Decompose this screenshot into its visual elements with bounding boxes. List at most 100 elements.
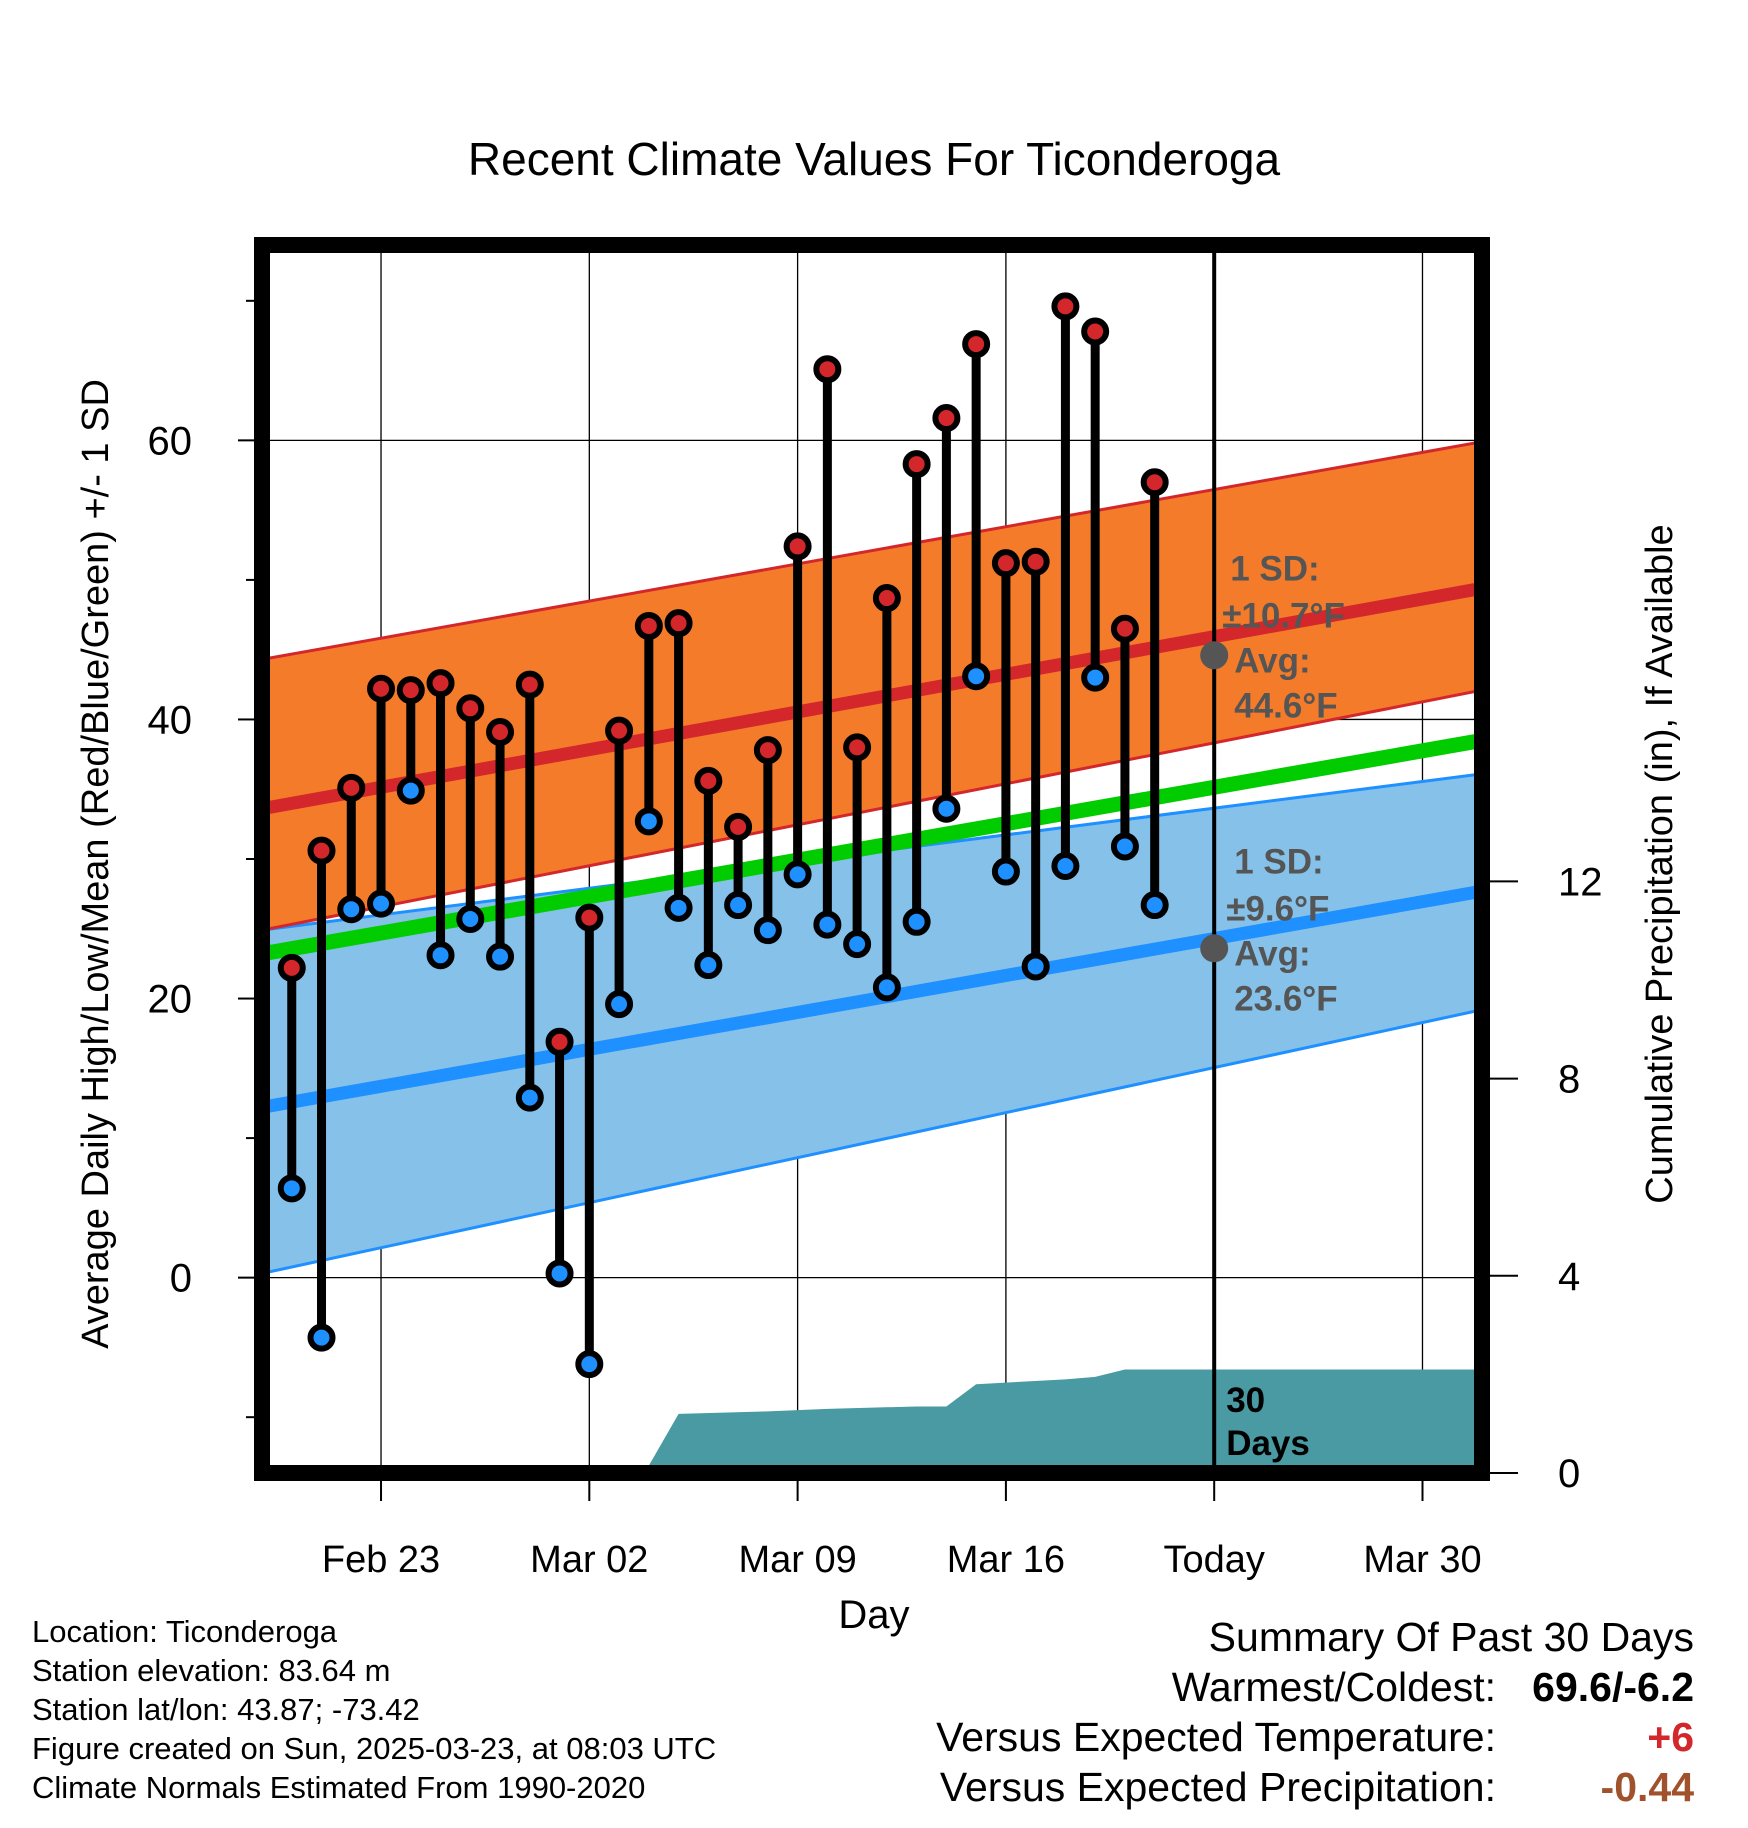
high-temp-point xyxy=(1140,468,1169,497)
plot-frame xyxy=(254,237,1490,1481)
y-axis-label: Average Daily High/Low/Mean (Red/Blue/Gr… xyxy=(75,379,117,1349)
low-temp-point xyxy=(1110,832,1139,861)
high-temp-point xyxy=(962,330,991,359)
low-temp-point xyxy=(1140,891,1169,920)
high-temp-point xyxy=(813,355,842,384)
high-temp-point xyxy=(1021,547,1050,576)
summary-row-extremes: Warmest/Coldest: 69.6/-6.2 xyxy=(936,1662,1694,1712)
low-temp-point xyxy=(843,930,872,959)
low-temp-point xyxy=(1081,663,1110,692)
low-temp-point xyxy=(1051,851,1080,880)
high-temp-point xyxy=(426,669,455,698)
station-info: Location: Ticonderoga Station elevation:… xyxy=(32,1612,716,1807)
low-temp-point xyxy=(694,951,723,980)
high-temp-point xyxy=(694,766,723,795)
y-tick-label: 20 xyxy=(148,978,193,1022)
low-temp-point xyxy=(1021,952,1050,981)
high-sd-value: ±10.7°F xyxy=(1222,596,1345,635)
y2-axis-label: Cumulative Precipitation (in), If Availa… xyxy=(1639,524,1681,1203)
y-tick-label: 40 xyxy=(148,698,193,742)
location-text: Location: Ticonderoga xyxy=(32,1614,338,1649)
x-tick-label: Mar 16 xyxy=(947,1539,1065,1581)
low-temp-point xyxy=(902,907,931,936)
created-text: Figure created on Sun, 2025-03-23, at 08… xyxy=(32,1731,717,1766)
high-avg-title: Avg: xyxy=(1234,641,1310,680)
summary-panel: Summary Of Past 30 Days Warmest/Coldest:… xyxy=(936,1612,1694,1812)
summary-title: Summary Of Past 30 Days xyxy=(1208,1614,1694,1660)
low-temp-point xyxy=(605,990,634,1019)
high-temp-point xyxy=(634,611,663,640)
high-temp-point xyxy=(664,609,693,638)
y2-tick-label: 0 xyxy=(1558,1452,1580,1496)
y-tick-label: 60 xyxy=(148,419,193,463)
low-sd-value: ±9.6°F xyxy=(1226,889,1329,928)
high-avg-value: 44.6°F xyxy=(1234,686,1338,725)
high-temp-point xyxy=(456,694,485,723)
high-temp-point xyxy=(605,716,634,745)
low-temp-point xyxy=(724,891,753,920)
low-temp-point xyxy=(962,662,991,691)
high-sd-title: 1 SD: xyxy=(1230,549,1319,588)
high-normal-line xyxy=(262,581,1482,816)
summary-row-temperature: Versus Expected Temperature: +6 xyxy=(936,1712,1694,1762)
low-temp-point xyxy=(991,857,1020,886)
low-avg-title: Avg: xyxy=(1234,934,1310,973)
high-temp-point xyxy=(486,718,515,747)
high-sd-upper-edge xyxy=(262,440,1482,661)
low-temp-point xyxy=(545,1259,574,1288)
high-temp-point xyxy=(843,733,872,762)
low-temp-point xyxy=(753,916,782,945)
low-temp-point xyxy=(872,973,901,1002)
days-label-text: Days xyxy=(1226,1424,1310,1463)
low-temp-point xyxy=(664,893,693,922)
summary-value: -0.44 xyxy=(1600,1764,1694,1810)
low-temp-point xyxy=(337,895,366,924)
high-temp-point xyxy=(1051,292,1080,321)
low-temp-point xyxy=(396,776,425,805)
low-sd-title: 1 SD: xyxy=(1234,842,1323,881)
high-temp-point xyxy=(902,450,931,479)
high-temp-point xyxy=(783,532,812,561)
high-temp-point xyxy=(545,1027,574,1056)
x-tick-label: Mar 09 xyxy=(738,1539,856,1581)
days-label-number: 30 xyxy=(1226,1381,1265,1420)
high-temp-point xyxy=(753,736,782,765)
high-temp-point xyxy=(367,674,396,703)
summary-row-precipitation: Versus Expected Precipitation: -0.44 xyxy=(936,1762,1694,1812)
high-temp-point xyxy=(277,953,306,982)
high-temp-point xyxy=(932,404,961,433)
normals-text: Climate Normals Estimated From 1990-2020 xyxy=(32,1770,646,1805)
plot-content xyxy=(262,245,1482,1473)
plot-area: 1 SD: ±10.7°F Avg: 44.6°F 1 SD: ±9.6°F Avg: 23.… xyxy=(148,237,1603,1581)
high-temp-point xyxy=(515,670,544,699)
summary-label: Versus Expected Temperature: xyxy=(936,1714,1496,1760)
summary-label: Warmest/Coldest: xyxy=(1171,1664,1496,1710)
low-temp-point xyxy=(367,889,396,918)
low-temp-point xyxy=(456,905,485,934)
low-temp-point xyxy=(515,1083,544,1112)
high-temp-point xyxy=(396,676,425,705)
high-sd-band xyxy=(262,441,1482,931)
y2-tick-label: 4 xyxy=(1558,1255,1580,1299)
low-temp-point xyxy=(783,860,812,889)
high-temp-point xyxy=(337,773,366,802)
low-temp-point xyxy=(307,1323,336,1352)
low-temp-point xyxy=(277,1174,306,1203)
high-sd-lower-edge xyxy=(262,688,1482,932)
y2-tick-label: 12 xyxy=(1558,860,1603,904)
summary-label: Versus Expected Precipitation: xyxy=(939,1764,1496,1810)
low-temp-point xyxy=(932,794,961,823)
low-avg-value: 23.6°F xyxy=(1234,979,1338,1018)
high-temp-point xyxy=(724,812,753,841)
high-temp-point xyxy=(307,836,336,865)
high-temp-point xyxy=(1081,317,1110,346)
low-temp-point xyxy=(634,807,663,836)
y2-tick-label: 8 xyxy=(1558,1058,1580,1102)
elevation-text: Station elevation: 83.64 m xyxy=(32,1653,391,1688)
high-temp-point xyxy=(991,549,1020,578)
low-temp-point xyxy=(813,910,842,939)
x-tick-label: Mar 30 xyxy=(1363,1539,1481,1581)
high-temp-point xyxy=(1110,614,1139,643)
low-temp-point xyxy=(486,942,515,971)
